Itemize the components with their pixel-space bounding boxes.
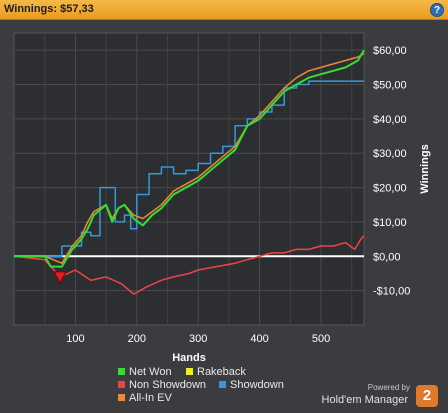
x-tick-label: 100 — [66, 333, 84, 345]
legend-item-non-showdown: Non Showdown — [118, 379, 206, 391]
y-tick-label: $20,00 — [373, 183, 407, 195]
legend-swatch — [186, 368, 193, 375]
winnings-value: $57,33 — [60, 3, 94, 15]
legend-item-net-won: Net Won — [118, 366, 172, 378]
series-net-won-line — [14, 49, 365, 268]
legend-swatch — [118, 394, 125, 401]
y-tick-label: $40,00 — [373, 114, 407, 126]
series-non-showdown-line — [13, 235, 365, 295]
legend-swatch — [118, 368, 125, 375]
y-tick-label: $0,00 — [373, 251, 401, 263]
legend-swatch — [118, 381, 125, 388]
x-tick-label: 300 — [189, 333, 207, 345]
x-axis-title: Hands — [172, 352, 206, 364]
series-showdown-line — [14, 80, 364, 258]
legend-item-showdown: Showdown — [219, 379, 284, 391]
x-tick-label: 400 — [250, 333, 268, 345]
powered-by-label: Powered by — [367, 383, 410, 392]
plot-area — [13, 32, 365, 326]
y-tick-label: $50,00 — [373, 80, 407, 92]
window-title: Winnings: $57,33 — [4, 3, 94, 15]
y-tick-label: $30,00 — [373, 148, 407, 160]
bigblind-marker-icon — [53, 271, 67, 284]
hem2-logo-icon: 2 — [416, 385, 438, 407]
legend-item-all-in-ev: All-In EV — [118, 392, 172, 404]
y-tick-label: $60,00 — [373, 45, 407, 57]
legend-item-rakeback: Rakeback — [186, 366, 246, 378]
help-icon[interactable]: ? — [430, 3, 444, 17]
title-bar: Winnings: $57,33 ? — [0, 0, 448, 20]
legend-swatch — [219, 381, 226, 388]
y-axis-title: Winnings — [419, 144, 431, 193]
x-tick-label: 200 — [128, 333, 146, 345]
brand-name: Hold'em Manager — [321, 394, 408, 406]
y-tick-label: $10,00 — [373, 217, 407, 229]
x-tick-label: 500 — [312, 333, 330, 345]
series-all-in-ev-line — [14, 52, 365, 264]
y-tick-label: -$10,00 — [373, 286, 410, 298]
